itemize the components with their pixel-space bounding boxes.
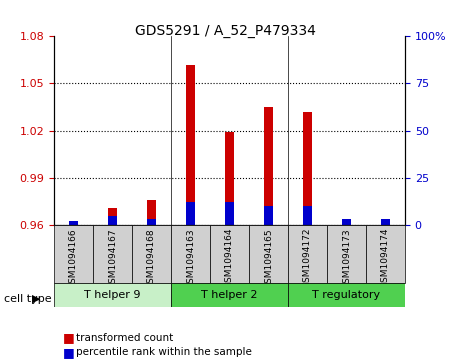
Text: GSM1094167: GSM1094167 xyxy=(108,228,117,289)
Text: T helper 2: T helper 2 xyxy=(201,290,258,300)
FancyBboxPatch shape xyxy=(54,283,171,307)
Bar xyxy=(108,216,117,225)
Bar xyxy=(264,107,273,225)
Bar xyxy=(147,200,156,225)
Text: GSM1094172: GSM1094172 xyxy=(303,228,312,289)
Text: T regulatory: T regulatory xyxy=(312,290,381,300)
Bar xyxy=(108,208,117,225)
Text: GDS5291 / A_52_P479334: GDS5291 / A_52_P479334 xyxy=(135,24,315,38)
FancyBboxPatch shape xyxy=(288,225,327,283)
Text: ▶: ▶ xyxy=(32,294,40,304)
Text: percentile rank within the sample: percentile rank within the sample xyxy=(76,347,252,357)
Bar xyxy=(303,112,312,225)
FancyBboxPatch shape xyxy=(93,225,132,283)
FancyBboxPatch shape xyxy=(171,283,288,307)
Bar xyxy=(186,65,195,225)
Text: GSM1094164: GSM1094164 xyxy=(225,228,234,289)
Text: ■: ■ xyxy=(63,331,75,344)
FancyBboxPatch shape xyxy=(288,283,405,307)
Text: cell type: cell type xyxy=(4,294,52,304)
Text: GSM1094165: GSM1094165 xyxy=(264,228,273,289)
Text: GSM1094163: GSM1094163 xyxy=(186,228,195,289)
Bar xyxy=(303,206,312,225)
Bar xyxy=(342,224,351,225)
Bar xyxy=(186,203,195,225)
Text: T helper 9: T helper 9 xyxy=(84,290,141,300)
FancyBboxPatch shape xyxy=(54,225,93,283)
Text: transformed count: transformed count xyxy=(76,333,174,343)
Bar xyxy=(225,203,234,225)
FancyBboxPatch shape xyxy=(366,225,405,283)
Text: GSM1094166: GSM1094166 xyxy=(69,228,78,289)
FancyBboxPatch shape xyxy=(210,225,249,283)
Text: GSM1094174: GSM1094174 xyxy=(381,228,390,289)
FancyBboxPatch shape xyxy=(249,225,288,283)
FancyBboxPatch shape xyxy=(327,225,366,283)
FancyBboxPatch shape xyxy=(132,225,171,283)
Bar xyxy=(147,219,156,225)
Text: ■: ■ xyxy=(63,346,75,359)
Bar xyxy=(264,206,273,225)
Bar xyxy=(381,219,390,225)
Bar xyxy=(225,132,234,225)
Bar xyxy=(69,221,78,225)
Bar xyxy=(342,219,351,225)
Bar xyxy=(381,220,390,225)
Text: GSM1094168: GSM1094168 xyxy=(147,228,156,289)
Text: GSM1094173: GSM1094173 xyxy=(342,228,351,289)
Bar xyxy=(69,222,78,225)
FancyBboxPatch shape xyxy=(171,225,210,283)
